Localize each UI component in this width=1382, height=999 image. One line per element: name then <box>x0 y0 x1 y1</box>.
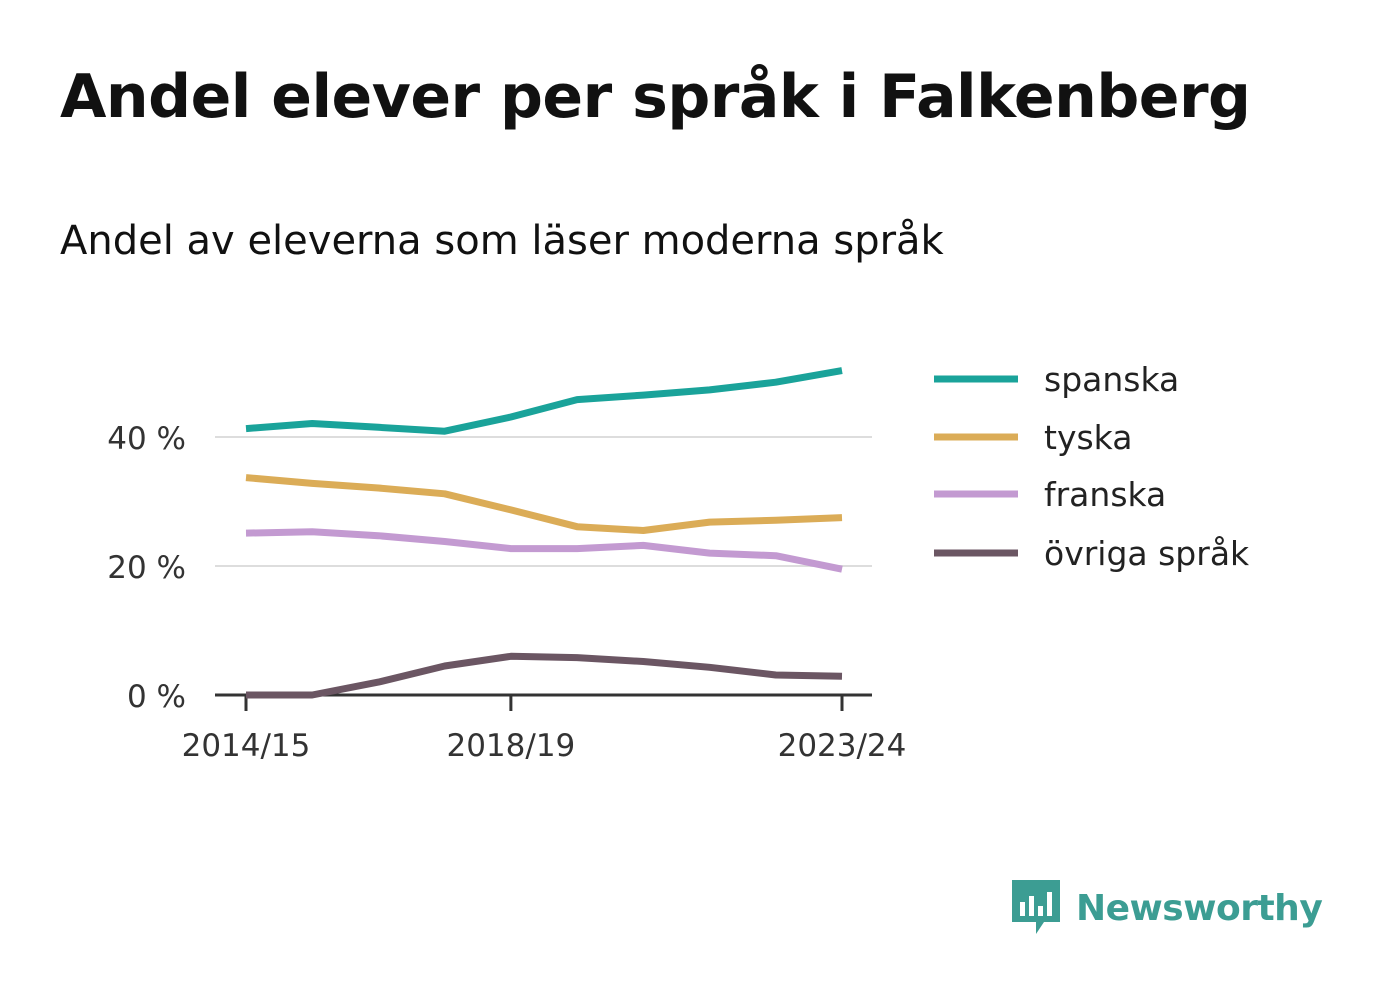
x-tick-label: 2014/15 <box>182 728 311 764</box>
brand-name: Newsworthy <box>1076 887 1323 929</box>
y-tick-label: 20 % <box>107 550 186 586</box>
x-tick-label: 2018/19 <box>446 728 575 764</box>
chart-title: Andel elever per språk i Falkenberg <box>60 62 1251 132</box>
legend: spanska tyska franska övriga språk <box>934 360 1250 573</box>
x-tick-label: 2023/24 <box>778 728 907 764</box>
series-lines <box>245 367 843 699</box>
series-line-tyska <box>245 474 843 534</box>
series-line-spanska <box>245 367 843 435</box>
chart-subtitle: Andel av eleverna som läser moderna språ… <box>60 218 944 264</box>
newsworthy-logo-icon <box>1012 880 1060 934</box>
y-tick-label: 40 % <box>107 421 186 457</box>
axes: 0 % 20 % 40 % 2014/15 2018/19 2023/24 <box>107 421 906 764</box>
y-tick-label: 0 % <box>127 679 186 715</box>
legend-label: spanska <box>1044 360 1179 399</box>
legend-label: tyska <box>1044 418 1132 457</box>
grid-lines <box>215 436 872 567</box>
legend-label: franska <box>1044 475 1166 514</box>
legend-label: övriga språk <box>1044 534 1250 573</box>
series-line-övriga-språk <box>246 652 843 699</box>
series-line-franska <box>245 528 843 573</box>
newsworthy-logo: Newsworthy <box>1010 878 1323 938</box>
